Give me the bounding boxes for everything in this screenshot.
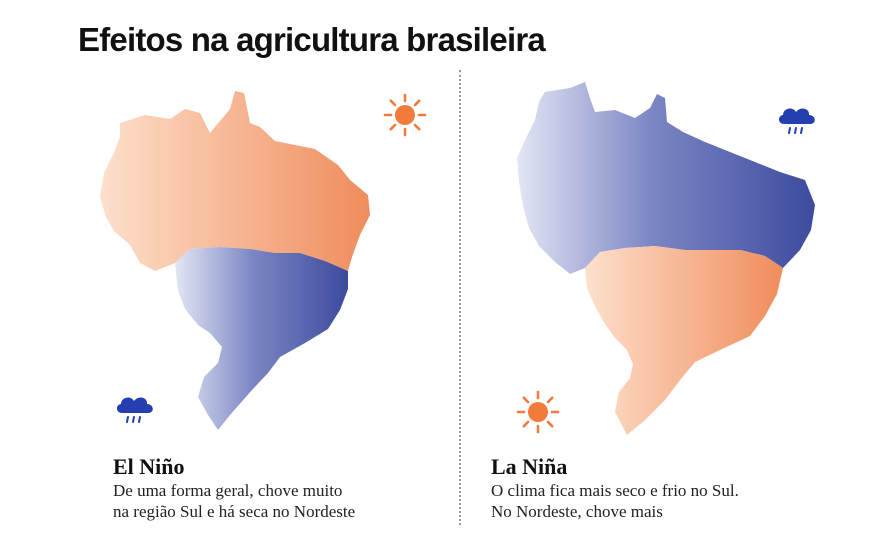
la-nina-north-region [517, 82, 815, 274]
panel-divider [459, 70, 461, 525]
el-nino-description-line-1: De uma forma geral, chove muito [113, 481, 343, 500]
el-nino-heading: El Niño [113, 454, 185, 479]
la-nina-sun-icon [516, 390, 560, 434]
el-nino-caption: El Niño De uma forma geral, chove muito … [113, 454, 453, 522]
la-nina-map [517, 82, 815, 435]
el-nino-description-line-2: na região Sul e há seca no Nordeste [113, 502, 356, 521]
el-nino-map [100, 91, 370, 430]
page-title: Efeitos na agricultura brasileira [78, 21, 546, 58]
el-nino-sun-icon [383, 93, 427, 137]
la-nina-south-region [585, 246, 783, 435]
la-nina-caption: La Niña O clima fica mais seco e frio no… [491, 454, 831, 522]
el-nino-rain-cloud-icon [116, 397, 153, 423]
el-nino-north-region [100, 91, 370, 271]
la-nina-description-line-1: O clima fica mais seco e frio no Sul. [491, 481, 739, 500]
el-nino-south-region [175, 247, 348, 430]
la-nina-heading: La Niña [491, 454, 568, 479]
la-nina-rain-cloud-icon [778, 108, 815, 134]
la-nina-description-line-2: No Nordeste, chove mais [491, 502, 663, 521]
